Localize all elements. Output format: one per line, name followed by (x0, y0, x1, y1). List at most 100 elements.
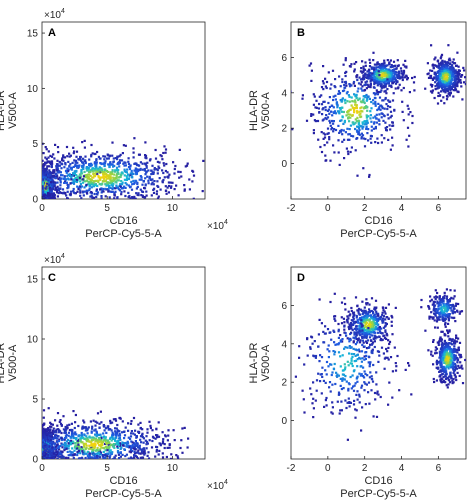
scatter-point (389, 110, 393, 113)
scatter-point (66, 174, 69, 177)
scatter-point (465, 79, 466, 82)
scatter-point (336, 106, 339, 109)
scatter-point (139, 175, 142, 178)
scatter-point (52, 452, 56, 455)
scatter-point (373, 81, 376, 84)
scatter-point (464, 76, 466, 79)
scatter-point (392, 75, 395, 78)
scatter-point (452, 66, 455, 69)
scatter-point (378, 123, 381, 126)
scatter-point (140, 190, 144, 193)
scatter-point (44, 443, 47, 446)
scatter-point (112, 437, 115, 440)
scatter-point (427, 76, 431, 79)
scatter-point (138, 452, 141, 455)
scatter-point (358, 124, 361, 127)
scatter-point (452, 378, 455, 381)
scatter-point (101, 176, 105, 179)
scatter-point (321, 108, 324, 111)
scatter-point (390, 85, 393, 89)
y-tick-label: 15 (27, 29, 39, 40)
scatter-point (443, 347, 446, 350)
scatter-point (456, 72, 459, 76)
scatter-point (79, 183, 82, 186)
scatter-point (121, 453, 124, 456)
scatter-point (125, 453, 128, 456)
scatter-point (117, 437, 120, 440)
scatter-point (395, 67, 398, 70)
scatter-point (380, 82, 383, 85)
scatter-point (344, 71, 347, 74)
scatter-point (44, 428, 47, 431)
scatter-point (63, 430, 67, 433)
scatter-point (329, 124, 332, 127)
scatter-point (69, 163, 72, 166)
scatter-point (141, 162, 144, 165)
scatter-point (43, 170, 46, 173)
scatter-point (157, 421, 160, 424)
scatter-point (42, 167, 44, 170)
scatter-point (49, 428, 52, 431)
scatter-point (133, 169, 136, 172)
scatter-point (401, 110, 404, 113)
scatter-point (139, 456, 142, 459)
x-tick-label: 5 (104, 463, 110, 474)
scatter-point (51, 162, 54, 165)
scatter-point (437, 91, 440, 94)
scatter-point (103, 168, 107, 171)
scatter-point (348, 108, 351, 112)
scatter-point (96, 421, 99, 424)
scatter-point (390, 64, 393, 67)
scatter-point (354, 332, 357, 335)
panel-letter: A (48, 27, 56, 39)
scatter-point (441, 83, 444, 86)
scatter-point (361, 335, 364, 338)
scatter-point (164, 185, 167, 188)
scatter-point (452, 367, 455, 370)
scatter-point (322, 88, 325, 91)
scatter-point (91, 167, 95, 170)
scatter-point (52, 454, 55, 457)
scatter-point (61, 446, 64, 449)
scatter-point (363, 332, 366, 335)
scatter-point (72, 440, 75, 443)
scatter-point (141, 435, 144, 439)
scatter-point (389, 69, 392, 72)
scatter-point (67, 444, 70, 448)
scatter-point (342, 122, 345, 125)
scatter-point (60, 452, 63, 456)
scatter-point (56, 185, 59, 188)
scatter-point (111, 163, 114, 166)
scatter-point (89, 165, 92, 168)
scatter-point (116, 449, 120, 453)
scatter-point (363, 306, 366, 309)
scatter-point (125, 183, 128, 186)
scatter-point (95, 192, 99, 195)
scatter-point (100, 437, 103, 440)
scatter-point (362, 76, 365, 79)
scatter-point (70, 166, 73, 169)
scatter-point (45, 453, 48, 456)
scatter-point (56, 195, 59, 198)
scatter-point (77, 439, 80, 443)
scatter-point (55, 176, 58, 179)
scatter-point (47, 440, 50, 443)
scatter-point (368, 303, 371, 306)
scatter-point (78, 173, 81, 176)
scatter-point (51, 446, 54, 449)
scatter-point (441, 341, 444, 344)
scatter-point (146, 428, 149, 431)
scatter-point (453, 62, 457, 65)
scatter-point (50, 441, 53, 444)
scatter-point (312, 132, 315, 135)
scatter-point (88, 187, 91, 190)
scatter-point (79, 452, 82, 455)
scatter-point (370, 325, 373, 328)
scatter-point (376, 336, 379, 339)
scatter-point (56, 181, 59, 184)
scatter-point (390, 84, 393, 87)
scatter-points (291, 44, 466, 178)
scatter-point (82, 165, 85, 168)
scatter-point (435, 361, 438, 364)
scatter-point (332, 130, 335, 133)
